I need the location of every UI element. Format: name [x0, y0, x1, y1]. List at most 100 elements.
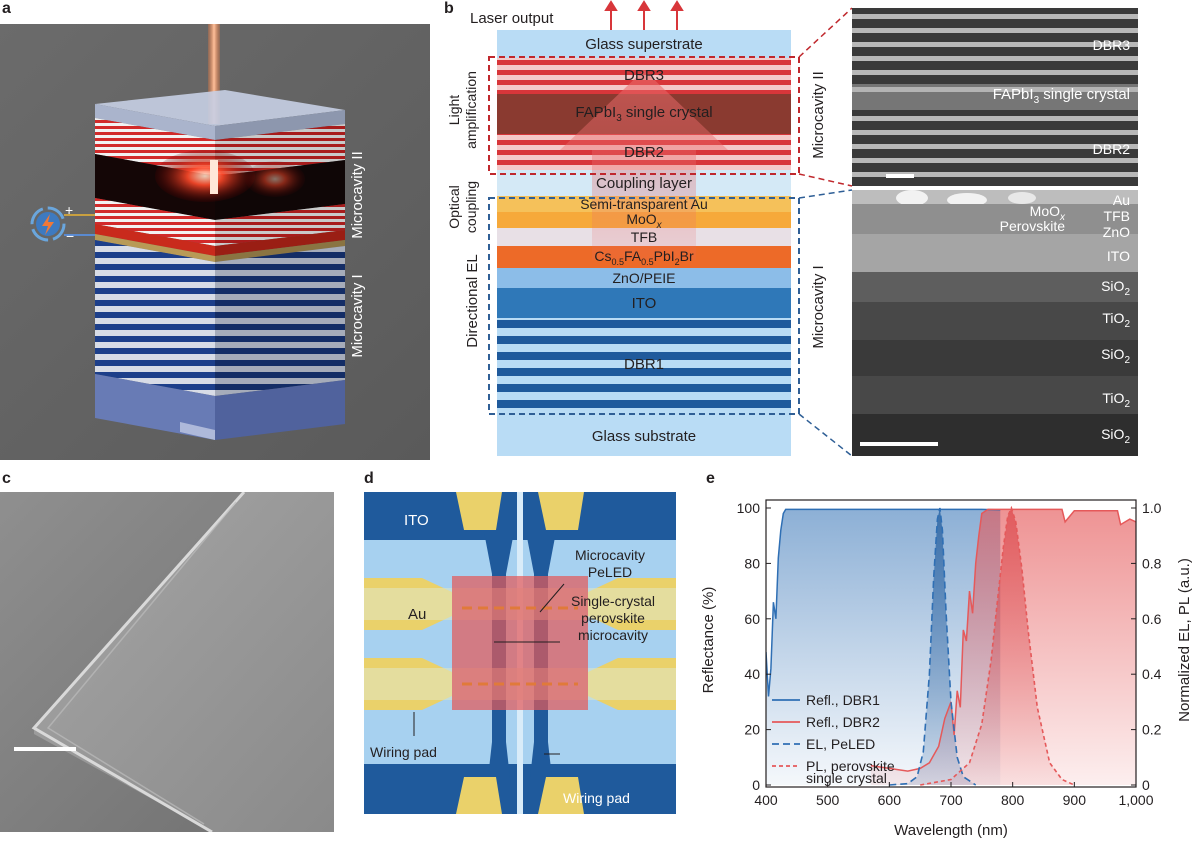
y-right-tick-label: 0 — [1142, 777, 1150, 793]
panel-letter-d: d — [364, 470, 374, 487]
d-label-wiring-pad-right: Wiring pad — [563, 790, 630, 806]
minus-terminal: − — [66, 228, 75, 244]
label-glass-superstrate: Glass superstrate — [585, 36, 703, 53]
laser-output-arrows — [604, 0, 684, 30]
label-glass-substrate: Glass substrate — [591, 428, 697, 445]
x-tick-label: 700 — [939, 792, 963, 808]
sem-label-ito: ITO — [1106, 248, 1130, 264]
panel-letter-b: b — [444, 0, 454, 17]
sem-label-dbr3: DBR3 — [1092, 37, 1130, 53]
microcavity-2-box — [488, 56, 800, 175]
series-line-1 — [766, 508, 1001, 697]
layer-glass-superstrate — [497, 30, 791, 58]
panel-letter-c: c — [2, 470, 11, 487]
panel-d-layout — [364, 492, 676, 814]
sem-image-bottom — [852, 190, 1138, 456]
y-left-tick-label: 80 — [744, 555, 760, 571]
x-tick-label: 400 — [754, 792, 778, 808]
power-source-icon — [30, 206, 95, 242]
sem-label-perovskite: Perovskite — [999, 218, 1065, 234]
panel-letter-a: a — [2, 0, 11, 17]
sem-label-au: Au — [1112, 192, 1130, 208]
panel-a-device-render — [0, 24, 430, 460]
label-dbr3: DBR3 — [623, 67, 664, 84]
label-crystal: FAPbI3 single crystal — [575, 104, 713, 124]
e-xlabel: Wavelength (nm) — [894, 822, 1008, 839]
series-area-3 — [889, 508, 976, 785]
layer-dbr1 — [497, 318, 791, 412]
label-b-microcavity-1: Microcavity I — [810, 265, 827, 349]
sem-label-tio2-1: TiO2 — [1102, 310, 1130, 330]
y-right-tick-label: 0.2 — [1142, 722, 1162, 738]
series-line-4 — [920, 505, 1075, 786]
legend-label: Refl., DBR1 — [806, 692, 880, 708]
label-ito: ITO — [631, 295, 657, 312]
legend-label: single crystal — [806, 770, 887, 786]
legend-label: EL, PeLED — [806, 736, 875, 752]
label-semi-au: Semi-transparent Au — [580, 196, 708, 212]
y-left-tick-label: 20 — [744, 722, 760, 738]
y-left-tick-label: 100 — [737, 500, 761, 516]
label-zno-peie: ZnO/PEIE — [612, 270, 676, 286]
single-crystal-region — [452, 576, 588, 710]
label-tfb: TFB — [630, 229, 658, 245]
panel-letter-e: e — [706, 470, 715, 487]
legend-label: Refl., DBR2 — [806, 714, 880, 730]
scale-bar — [860, 442, 938, 446]
e-ylabel-left: Reflectance (%) — [700, 586, 717, 694]
x-tick-label: 900 — [1063, 792, 1087, 808]
d-label-ito: ITO — [404, 512, 429, 529]
series-area-4 — [920, 508, 1075, 785]
laser-output-label: Laser output — [470, 10, 554, 27]
label-b-microcavity-2: Microcavity II — [810, 71, 827, 159]
y-left-tick-label: 0 — [752, 777, 760, 793]
panel-b-stack — [488, 0, 853, 457]
e-ylabel-right: Normalized EL, PL (a.u.) — [1176, 558, 1193, 722]
y-right-tick-label: 1.0 — [1142, 500, 1162, 516]
emission-arrow — [560, 70, 728, 260]
y-right-tick-label: 0.4 — [1142, 666, 1162, 682]
sem-label-sio2-3: SiO2 — [1101, 426, 1130, 446]
series-line-2 — [870, 508, 1136, 772]
label-light-amplification: Light amplification — [446, 71, 479, 149]
plus-terminal: + — [65, 202, 74, 218]
sem-label-dbr2: DBR2 — [1092, 141, 1130, 157]
label-optical-coupling: Optical coupling — [446, 180, 479, 234]
layer-zno — [497, 268, 791, 288]
legend-label: PL, perovskite — [806, 758, 895, 774]
panel-a-microcavity-2-label: Microcavity II — [349, 151, 366, 239]
d-label-single-crystal: Single-crystal perovskite microcavity — [570, 593, 656, 643]
sem-label-tio2-2: TiO2 — [1102, 390, 1130, 410]
x-tick-label: 800 — [1001, 792, 1025, 808]
x-tick-label: 500 — [816, 792, 840, 808]
sem-label-tfb: TFB — [1103, 208, 1130, 224]
microcavity-1-box — [488, 197, 800, 415]
layer-glass-substrate — [497, 412, 791, 456]
panel-c-sem-micrograph — [0, 492, 334, 832]
d-label-microcavity-peled: Microcavity PeLED — [574, 547, 645, 580]
label-dbr1: DBR1 — [623, 356, 664, 373]
y-left-tick-label: 60 — [744, 611, 760, 627]
sem-label-sio2-2: SiO2 — [1101, 346, 1130, 366]
label-coupling-layer: Coupling layer — [596, 175, 692, 192]
d-label-wiring-pad-left: Wiring pad — [370, 744, 437, 760]
label-perovskite-layer: Cs0.5FA0.5PbI2Br — [594, 248, 694, 267]
sem-image-top — [852, 8, 1138, 186]
d-label-au: Au — [408, 606, 427, 623]
label-directional-el: Directional EL — [464, 254, 481, 348]
label-moox: MoOx — [626, 211, 662, 231]
sem-label-zno: ZnO — [1102, 224, 1130, 240]
x-tick-label: 1,000 — [1118, 792, 1153, 808]
layer-ito — [497, 288, 791, 318]
y-left-tick-label: 40 — [744, 666, 760, 682]
sem-label-moox: MoOx — [1029, 203, 1065, 223]
scale-bar — [886, 174, 914, 178]
sem-label-sio2-1: SiO2 — [1101, 278, 1130, 298]
scale-bar — [14, 747, 76, 751]
label-dbr2: DBR2 — [623, 144, 664, 161]
series-line-3 — [889, 507, 977, 786]
y-right-tick-label: 0.8 — [1142, 555, 1162, 571]
y-right-tick-label: 0.6 — [1142, 611, 1162, 627]
x-tick-label: 600 — [878, 792, 902, 808]
panel-a-microcavity-1-label: Microcavity I — [349, 274, 366, 358]
